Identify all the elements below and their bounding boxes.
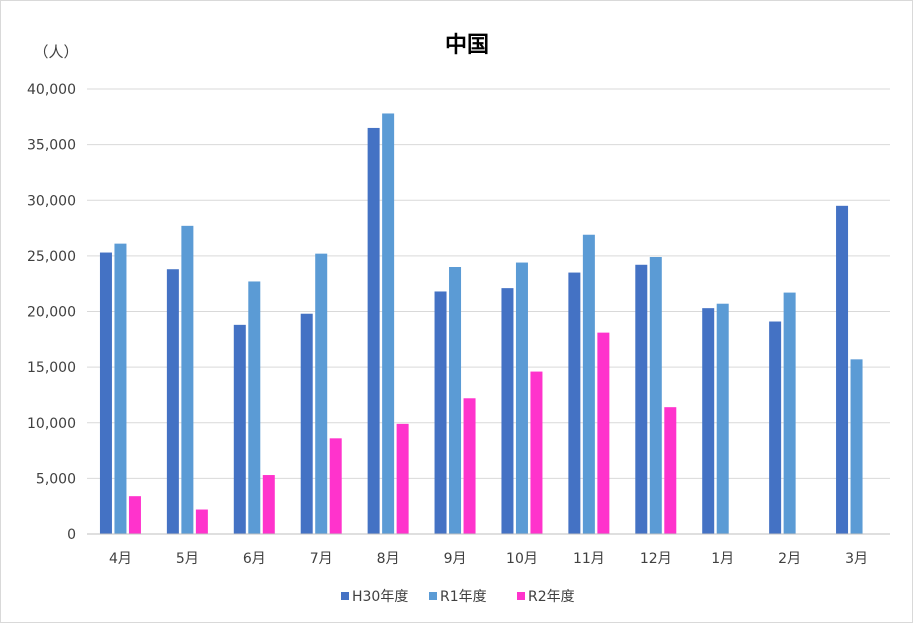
y-tick-label: 40,000 [27,82,76,98]
x-tick-label: 5月 [176,551,199,567]
x-axis-ticks: 4月 5月 6月 7月 8月 9月 10月 11月 12月 1月 2月 3月 [109,551,868,567]
bar-H30年度-4月 [99,252,112,534]
bar-H30年度-8月 [367,127,380,534]
x-tick-label: 11月 [573,551,605,567]
gridlines [87,88,890,479]
bar-R1年度-5月 [181,225,194,534]
bar-H30年度-7月 [300,313,313,534]
bar-H30年度-9月 [434,291,447,534]
bar-H30年度-3月 [836,205,849,534]
bar-H30年度-10月 [501,288,514,534]
y-tick-label: 25,000 [27,249,76,265]
bar-R2年度-8月 [396,423,409,534]
x-tick-label: 6月 [243,551,266,567]
y-tick-label: 15,000 [27,360,76,376]
legend-swatch [517,592,525,600]
bar-R2年度-10月 [530,371,543,534]
bar-R1年度-2月 [783,292,796,534]
bar-H30年度-1月 [702,308,715,534]
bar-H30年度-11月 [568,272,581,534]
x-tick-label: 8月 [377,551,400,567]
x-tick-label: 7月 [310,551,333,567]
y-tick-label: 35,000 [27,138,76,154]
bar-R2年度-11月 [597,332,610,534]
legend-label: R2年度 [528,589,575,605]
y-axis-ticks: 0 5,000 10,000 15,000 20,000 25,000 30,000 35,0… [27,82,76,543]
bar-R2年度-12月 [664,407,677,534]
bar-R2年度-7月 [329,438,342,534]
y-tick-label: 0 [67,527,76,543]
y-tick-label: 10,000 [27,416,76,432]
legend-label: R1年度 [440,589,487,605]
x-tick-label: 9月 [444,551,467,567]
bar-H30年度-2月 [769,321,782,534]
x-tick-label: 3月 [845,551,868,567]
x-tick-label: 12月 [640,551,672,567]
chart-title: 中国 [445,33,489,58]
bar-H30年度-5月 [166,269,179,534]
bar-R1年度-6月 [248,281,261,534]
y-tick-label: 30,000 [27,193,76,209]
bar-R2年度-6月 [262,475,275,534]
x-tick-label: 10月 [506,551,538,567]
bar-R1年度-9月 [449,267,462,534]
x-tick-label: 4月 [109,551,132,567]
bar-R1年度-3月 [850,359,863,534]
bar-R2年度-4月 [128,496,141,534]
bar-R2年度-5月 [195,509,208,534]
bar-R1年度-10月 [515,262,528,534]
bar-R1年度-7月 [315,253,328,534]
x-tick-label: 1月 [711,551,734,567]
y-axis-unit-label: （人） [33,43,78,61]
y-tick-label: 20,000 [27,305,76,321]
legend-swatch [341,592,349,600]
legend-swatch [429,592,437,600]
legend-label: H30年度 [352,589,408,605]
bar-H30年度-12月 [635,264,648,534]
bar-R1年度-4月 [114,243,127,534]
bar-R1年度-1月 [716,303,729,534]
bar-R1年度-11月 [582,234,595,535]
bar-R1年度-12月 [649,256,662,534]
bar-H30年度-6月 [233,324,246,534]
bar-R2年度-9月 [463,398,476,534]
bars [99,113,863,535]
legend: H30年度 R1年度 R2年度 [341,589,575,605]
x-tick-label: 2月 [778,551,801,567]
bar-R1年度-8月 [382,113,395,534]
y-tick-label: 5,000 [36,471,76,487]
